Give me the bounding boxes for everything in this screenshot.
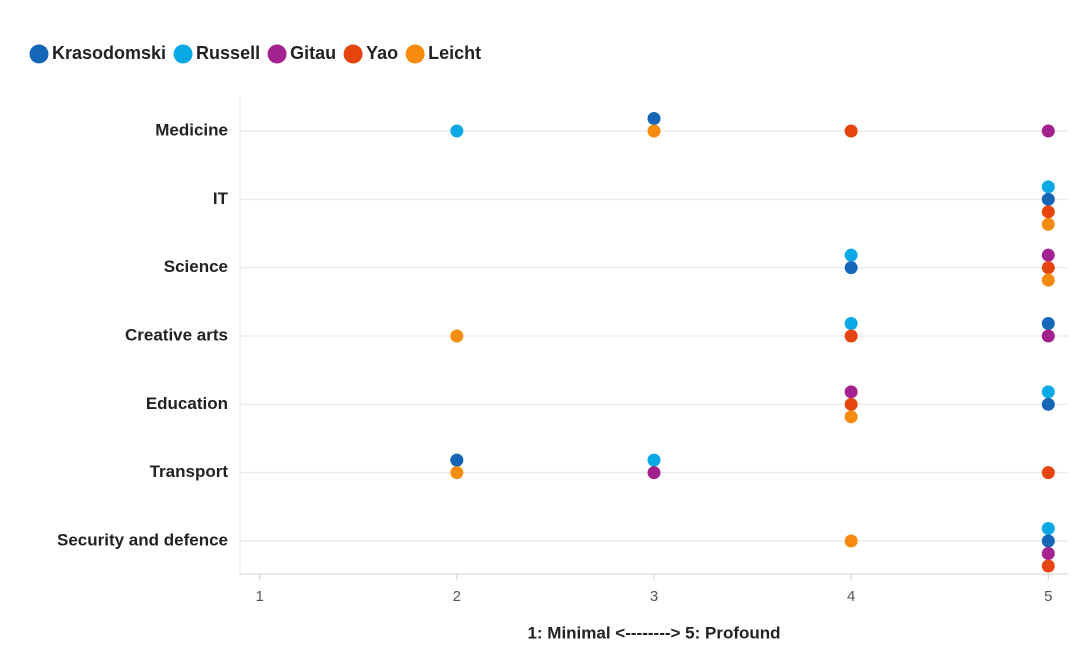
dot xyxy=(1041,397,1055,411)
dot xyxy=(1041,329,1055,343)
dot xyxy=(1041,316,1055,330)
dot xyxy=(1041,559,1055,573)
legend-label: Russell xyxy=(196,43,260,63)
legend-label: Gitau xyxy=(290,43,336,63)
x-tick-label: 4 xyxy=(847,588,855,605)
dot xyxy=(844,124,858,138)
dot xyxy=(1041,192,1055,206)
dot xyxy=(844,248,858,262)
dot xyxy=(647,453,661,467)
dot xyxy=(844,261,858,275)
dot xyxy=(1041,124,1055,138)
dot xyxy=(844,316,858,330)
dot xyxy=(844,329,858,343)
dot xyxy=(844,534,858,548)
y-tick-label: Transport xyxy=(150,462,229,481)
y-tick-label: Creative arts xyxy=(125,325,228,344)
legend-marker xyxy=(267,44,287,64)
legend-marker xyxy=(343,44,363,64)
x-axis-title: 1: Minimal <--------> 5: Profound xyxy=(527,623,780,642)
legend-marker xyxy=(29,44,49,64)
x-tick-label: 1 xyxy=(256,588,264,605)
dot xyxy=(647,466,661,480)
x-tick-label: 2 xyxy=(453,588,461,605)
dot xyxy=(1041,521,1055,535)
dot xyxy=(844,410,858,424)
dot xyxy=(1041,261,1055,275)
dot xyxy=(1041,466,1055,480)
dot xyxy=(844,385,858,399)
dot xyxy=(647,112,661,125)
y-tick-label: Security and defence xyxy=(57,530,228,549)
dot xyxy=(1041,217,1055,231)
dot xyxy=(647,124,661,138)
dot xyxy=(1041,205,1055,219)
legend-label: Yao xyxy=(366,43,398,63)
y-tick-label: IT xyxy=(213,189,229,208)
y-tick-label: Education xyxy=(146,394,228,413)
dot xyxy=(1041,385,1055,399)
dot xyxy=(450,466,464,480)
legend-marker xyxy=(173,44,193,64)
x-tick-label: 5 xyxy=(1044,588,1052,605)
dot xyxy=(450,124,464,138)
dot xyxy=(1041,273,1055,287)
dot xyxy=(1041,248,1055,262)
dot xyxy=(1041,180,1055,194)
legend-label: Krasodomski xyxy=(52,43,166,63)
dot xyxy=(1041,534,1055,548)
dot xyxy=(450,329,464,343)
dot xyxy=(1041,546,1055,560)
legend-label: Leicht xyxy=(428,43,481,63)
y-tick-label: Science xyxy=(164,257,228,276)
legend-marker xyxy=(405,44,425,64)
x-tick-label: 3 xyxy=(650,588,658,605)
dot xyxy=(450,453,464,467)
dot xyxy=(844,397,858,411)
y-tick-label: Medicine xyxy=(155,120,228,139)
